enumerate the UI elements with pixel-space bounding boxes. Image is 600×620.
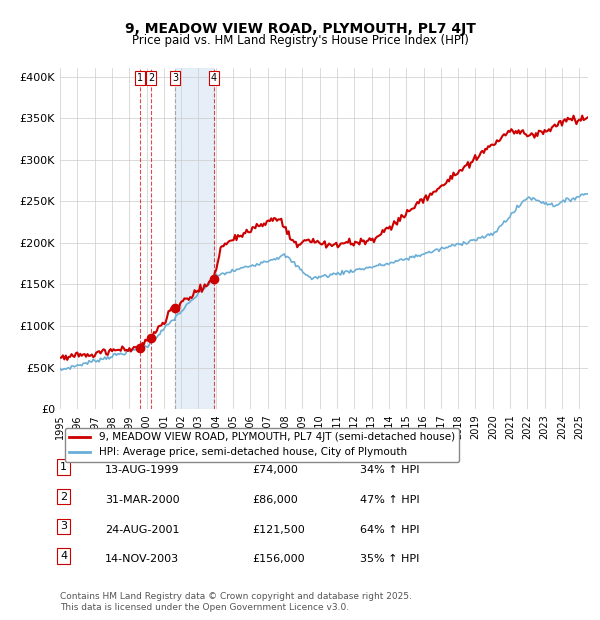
Text: 35% ↑ HPI: 35% ↑ HPI xyxy=(360,554,419,564)
Text: 9, MEADOW VIEW ROAD, PLYMOUTH, PL7 4JT: 9, MEADOW VIEW ROAD, PLYMOUTH, PL7 4JT xyxy=(125,22,475,36)
Text: 3: 3 xyxy=(60,521,67,531)
Text: 31-MAR-2000: 31-MAR-2000 xyxy=(105,495,179,505)
Text: 47% ↑ HPI: 47% ↑ HPI xyxy=(360,495,419,505)
Text: 4: 4 xyxy=(211,73,217,83)
Text: 1: 1 xyxy=(137,73,143,83)
Text: 34% ↑ HPI: 34% ↑ HPI xyxy=(360,465,419,475)
Text: £121,500: £121,500 xyxy=(252,525,305,534)
Text: 2: 2 xyxy=(148,73,154,83)
Text: 4: 4 xyxy=(60,551,67,561)
Text: 13-AUG-1999: 13-AUG-1999 xyxy=(105,465,179,475)
Text: 2: 2 xyxy=(60,492,67,502)
Text: 3: 3 xyxy=(172,73,178,83)
Text: 14-NOV-2003: 14-NOV-2003 xyxy=(105,554,179,564)
Text: 24-AUG-2001: 24-AUG-2001 xyxy=(105,525,179,534)
Bar xyxy=(175,68,214,409)
Text: £156,000: £156,000 xyxy=(252,554,305,564)
Text: £86,000: £86,000 xyxy=(252,495,298,505)
Legend: 9, MEADOW VIEW ROAD, PLYMOUTH, PL7 4JT (semi-detached house), HPI: Average price: 9, MEADOW VIEW ROAD, PLYMOUTH, PL7 4JT (… xyxy=(65,428,459,461)
Text: 1: 1 xyxy=(60,462,67,472)
Text: 64% ↑ HPI: 64% ↑ HPI xyxy=(360,525,419,534)
Text: Contains HM Land Registry data © Crown copyright and database right 2025.
This d: Contains HM Land Registry data © Crown c… xyxy=(60,592,412,611)
Text: Price paid vs. HM Land Registry's House Price Index (HPI): Price paid vs. HM Land Registry's House … xyxy=(131,34,469,47)
Text: £74,000: £74,000 xyxy=(252,465,298,475)
